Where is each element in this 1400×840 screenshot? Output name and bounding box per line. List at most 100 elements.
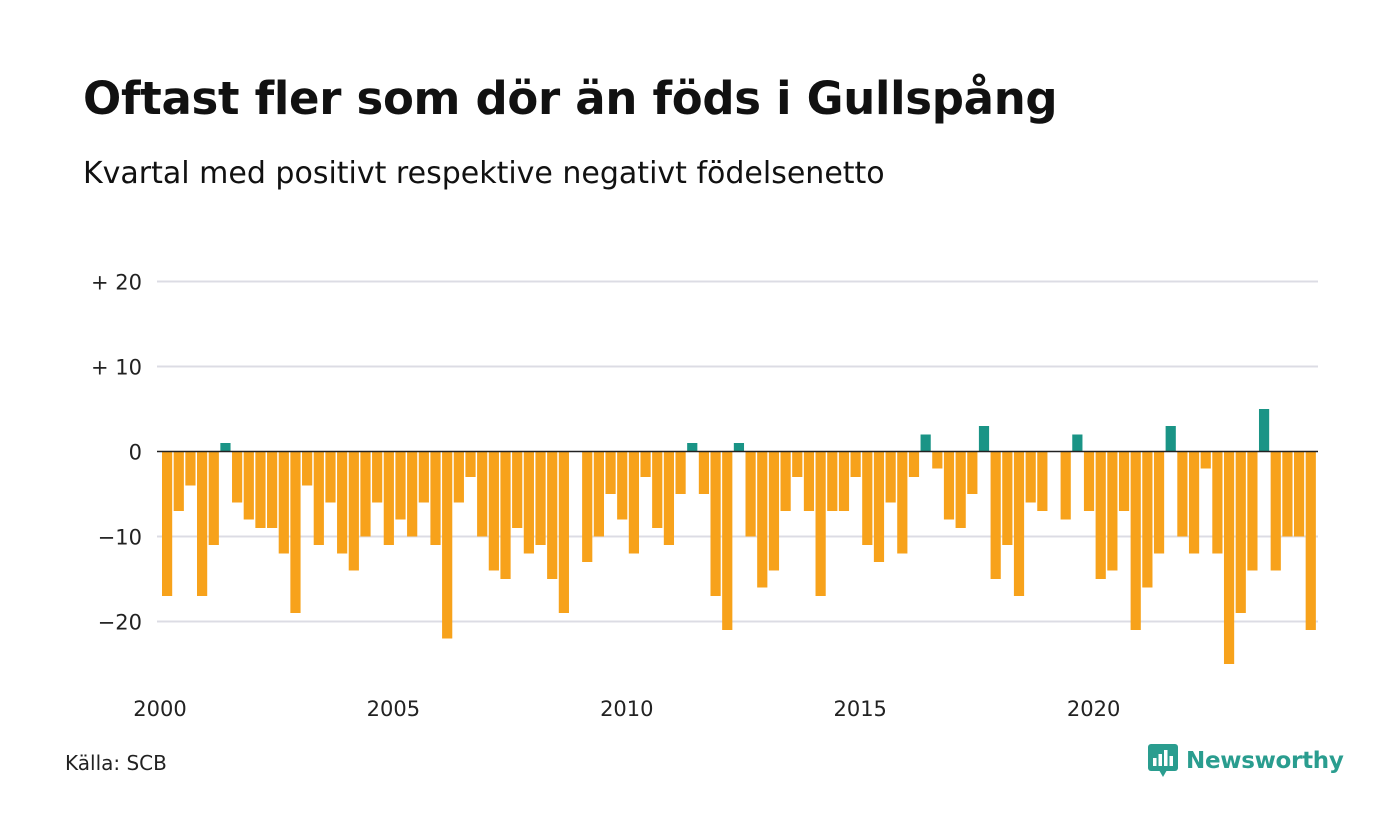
grid-lines	[157, 280, 1318, 623]
bar-negative	[1025, 451, 1036, 503]
y-tick-label: −20	[98, 611, 142, 635]
bar-negative	[1223, 451, 1235, 664]
chart-subtitle: Kvartal med positivt respektive negativt…	[83, 156, 885, 191]
y-tick-label: 0	[129, 441, 142, 465]
bar-negative	[838, 451, 850, 511]
bar-negative	[337, 451, 348, 554]
bar-negative	[395, 451, 406, 520]
bar-negative	[1212, 451, 1223, 554]
bar-negative	[792, 451, 803, 477]
bar-negative	[710, 451, 721, 596]
bar-negative	[652, 451, 663, 528]
bar-negative	[1013, 451, 1025, 596]
y-axis-labels: + 20 + 10 0 −10 −20	[91, 271, 142, 635]
bar-negative	[675, 451, 686, 494]
bar-positive	[1165, 426, 1176, 452]
bar-negative	[908, 451, 920, 477]
bar-positive	[220, 443, 231, 452]
bar-negative	[325, 451, 336, 503]
bar-negative	[1002, 451, 1013, 545]
bar-negative	[208, 451, 219, 545]
bar-negative	[453, 451, 464, 503]
x-tick-label: 2015	[833, 697, 886, 721]
bar-negative	[605, 451, 616, 494]
bar-negative	[255, 451, 266, 528]
bars	[162, 409, 1316, 664]
x-tick-label: 2010	[600, 697, 653, 721]
bar-positive	[1072, 434, 1083, 452]
bar-negative	[477, 451, 488, 537]
y-tick-label: + 10	[91, 356, 142, 380]
y-tick-label: + 20	[91, 271, 142, 295]
bar-negative	[1200, 451, 1211, 469]
bar-negative	[418, 451, 429, 503]
bar-negative	[943, 451, 955, 520]
x-axis-labels: 2000 2005 2010 2015 2020	[133, 697, 1120, 721]
bar-positive	[687, 443, 698, 452]
brand-name: Newsworthy	[1186, 748, 1344, 774]
bar-negative	[267, 451, 278, 528]
bar-negative	[640, 451, 651, 477]
bar-negative	[558, 451, 569, 613]
bar-positive	[1258, 409, 1270, 452]
bar-negative	[278, 451, 289, 554]
bar-negative	[360, 451, 371, 537]
bar-negative	[1118, 451, 1130, 511]
bar-negative	[407, 451, 418, 537]
bar-negative	[197, 451, 208, 596]
newsworthy-logo: Newsworthy	[1148, 744, 1344, 778]
bar-negative	[313, 451, 324, 545]
bar-negative	[500, 451, 511, 579]
bar-negative	[442, 451, 453, 639]
bar-negative	[850, 451, 861, 477]
bar-negative	[897, 451, 908, 554]
bar-negative	[1060, 451, 1071, 520]
bar-negative	[885, 451, 896, 503]
bar-negative	[1282, 451, 1293, 537]
bar-negative	[1177, 451, 1188, 537]
bar-negative	[488, 451, 499, 571]
bar-negative	[1142, 451, 1153, 588]
bar-negative	[1270, 451, 1281, 571]
bar-negative	[932, 451, 943, 469]
bar-negative	[1293, 451, 1305, 537]
x-tick-label: 2020	[1067, 697, 1120, 721]
bar-negative	[745, 451, 756, 537]
bar-negative	[617, 451, 628, 520]
bar-negative	[1107, 451, 1118, 571]
bar-negative	[430, 451, 441, 545]
bar-negative	[162, 451, 173, 596]
bar-positive	[733, 443, 745, 452]
y-tick-label: −10	[98, 526, 142, 550]
bar-negative	[232, 451, 243, 503]
bar-negative	[1095, 451, 1106, 579]
bar-negative	[780, 451, 791, 511]
chart-title: Oftast fler som dör än föds i Gullspång	[83, 72, 1058, 125]
bar-negative	[383, 451, 394, 545]
bar-negative	[1037, 451, 1048, 511]
bar-negative	[955, 451, 966, 528]
bar-negative	[803, 451, 815, 511]
bar-negative	[243, 451, 254, 520]
bar-chart: + 20 + 10 0 −10 −20 2000 2005 2010 2015 2020	[91, 271, 1318, 721]
bar-negative	[290, 451, 301, 613]
x-tick-label: 2000	[133, 697, 186, 721]
bar-negative	[1083, 451, 1095, 511]
bar-negative	[757, 451, 768, 588]
bar-negative	[582, 451, 593, 562]
x-tick-label: 2005	[367, 697, 420, 721]
bar-negative	[593, 451, 604, 537]
bar-negative	[535, 451, 546, 545]
bar-negative	[465, 451, 476, 477]
source-note: Källa: SCB	[65, 751, 167, 775]
bar-negative	[523, 451, 534, 554]
bar-positive	[920, 434, 931, 452]
bar-negative	[967, 451, 978, 494]
bar-negative	[698, 451, 710, 494]
bar-negative	[1235, 451, 1246, 613]
bar-negative	[768, 451, 780, 571]
bar-negative	[873, 451, 885, 562]
bar-negative	[827, 451, 838, 511]
bar-negative	[1188, 451, 1200, 554]
bar-positive	[978, 426, 990, 452]
